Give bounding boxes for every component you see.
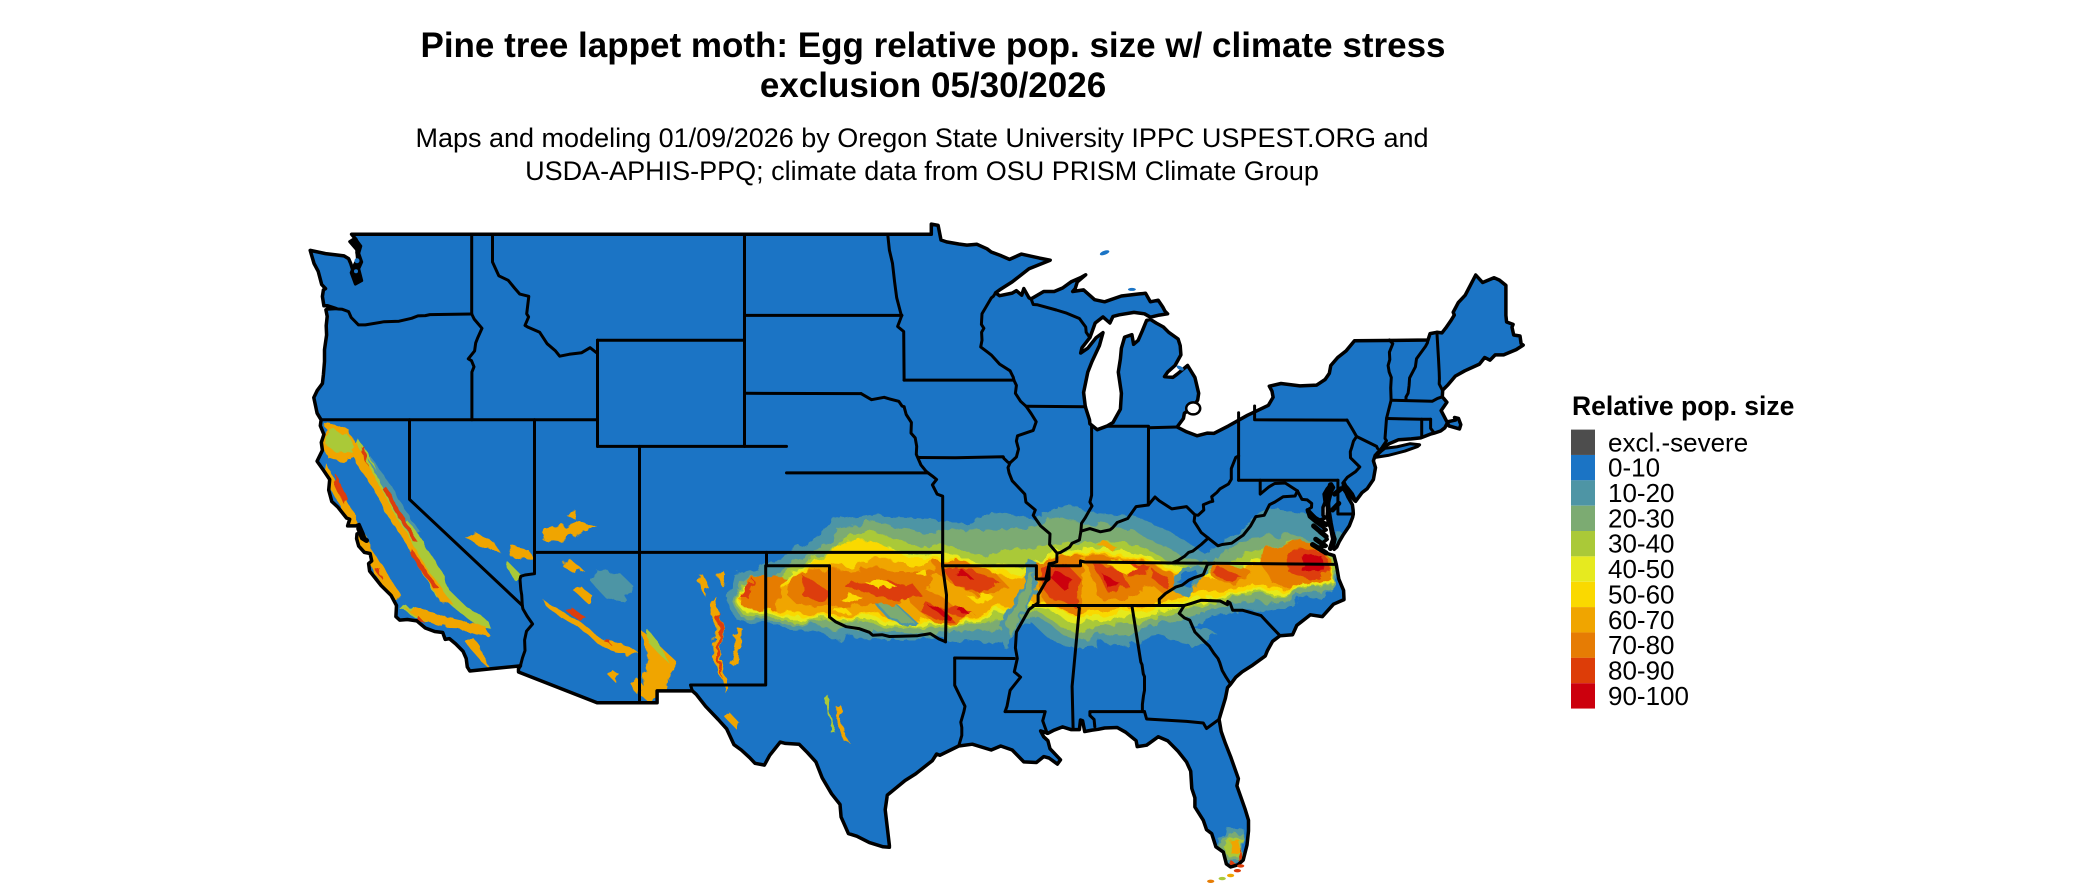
svg-text:70-80: 70-80 [1608,630,1675,660]
svg-text:excl.-severe: excl.-severe [1608,427,1748,457]
svg-text:60-70: 60-70 [1608,605,1675,635]
svg-text:20-30: 20-30 [1608,503,1675,533]
svg-text:30-40: 30-40 [1608,529,1675,559]
svg-text:0-10: 0-10 [1608,453,1660,483]
svg-text:50-60: 50-60 [1608,579,1675,609]
svg-text:exclusion 05/30/2026: exclusion 05/30/2026 [760,66,1106,105]
svg-text:90-100: 90-100 [1608,681,1689,711]
svg-text:Maps and modeling 01/09/2026 b: Maps and modeling 01/09/2026 by Oregon S… [415,123,1428,153]
svg-text:USDA-APHIS-PPQ; climate data f: USDA-APHIS-PPQ; climate data from OSU PR… [525,156,1319,186]
svg-text:Pine tree lappet moth: Egg rel: Pine tree lappet moth: Egg relative pop.… [420,26,1445,65]
svg-text:Relative pop. size: Relative pop. size [1572,391,1794,421]
svg-text:10-20: 10-20 [1608,478,1675,508]
svg-text:40-50: 40-50 [1608,554,1675,584]
svg-text:80-90: 80-90 [1608,656,1675,686]
